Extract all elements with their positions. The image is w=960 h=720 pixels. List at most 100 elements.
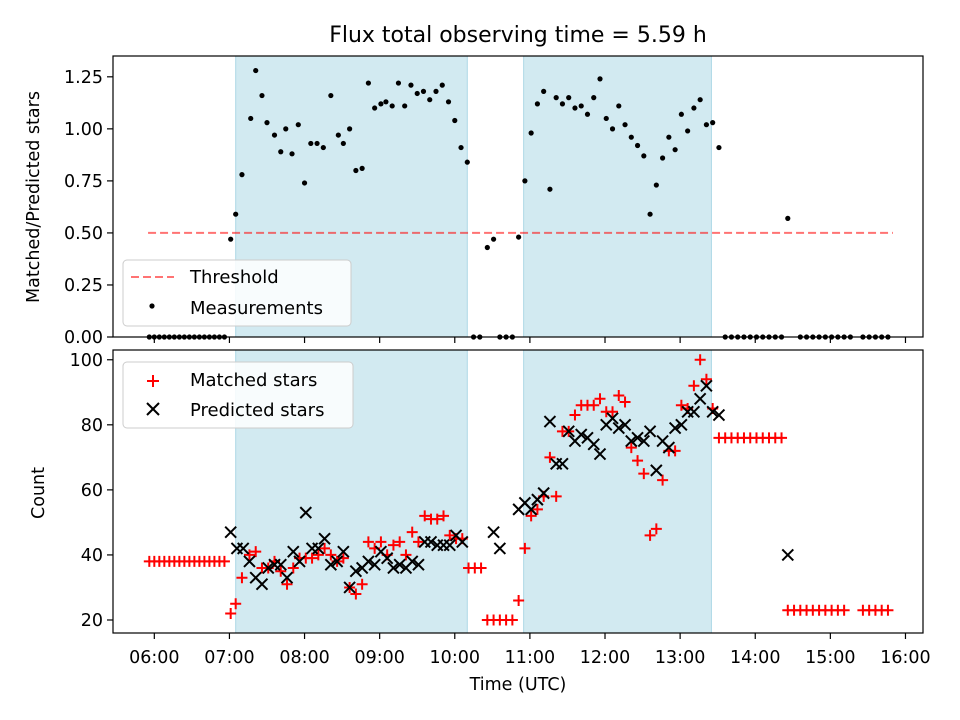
- measurement-point: [295, 122, 301, 128]
- measurement-point: [672, 147, 678, 153]
- matched-star-point: [644, 529, 656, 541]
- matched-star-point: [230, 598, 242, 610]
- predicted-star-point: [362, 555, 375, 568]
- y-tick-label: 20: [81, 611, 103, 631]
- predicted-star-point: [631, 431, 644, 445]
- matched-star-point: [325, 549, 337, 561]
- chart-title: Flux total observing time = 5.59 h: [329, 23, 707, 48]
- predicted-star-point: [274, 558, 287, 571]
- matched-star-point: [588, 399, 600, 411]
- predicted-star-point: [562, 425, 575, 438]
- y-tick-label: 1.00: [64, 120, 103, 140]
- measurement-point: [289, 151, 295, 157]
- y-tick-label: 1.25: [64, 68, 103, 88]
- predicted-star-point: [337, 545, 350, 558]
- matched-star-point: [319, 542, 331, 554]
- x-tick-label: 15:00: [805, 648, 855, 668]
- predicted-star-point: [487, 525, 500, 539]
- bottom-axes-frame: [112, 349, 924, 634]
- matched-star-point: [350, 588, 362, 600]
- matched-star-point: [225, 607, 237, 619]
- measurement-point: [697, 97, 703, 103]
- matched-star-point: [387, 539, 399, 551]
- matched-star-point: [882, 604, 894, 616]
- predicted-star-point: [781, 548, 794, 562]
- x-tick-label: 12:00: [580, 648, 630, 668]
- measurement-point: [314, 140, 320, 147]
- matched-star-point: [519, 542, 531, 554]
- measurement-point: [547, 186, 553, 192]
- matched-star-point: [412, 536, 424, 548]
- x-tick-label: 07:00: [204, 648, 254, 668]
- predicted-star-point: [424, 535, 438, 549]
- measurement-point: [622, 122, 628, 128]
- predicted-star-point: [380, 551, 394, 565]
- measurement-point: [659, 155, 666, 161]
- predicted-star-point: [299, 506, 313, 519]
- measurement-point: [703, 122, 710, 128]
- matched-star-point: [525, 510, 537, 522]
- predicted-star-point: [324, 558, 338, 571]
- measurement-point: [559, 101, 566, 107]
- matched-star-point: [625, 442, 637, 454]
- matched-star-point: [243, 549, 255, 561]
- measurement-point: [452, 117, 458, 124]
- predicted-star-point: [706, 405, 719, 419]
- y-tick-label: 80: [81, 416, 103, 436]
- measurement-point: [458, 144, 464, 151]
- predicted-star-point: [287, 545, 300, 558]
- matched-star-point: [406, 526, 418, 538]
- predicted-star-point: [393, 558, 406, 571]
- x-tick-label: 11:00: [505, 648, 555, 668]
- measurement-point: [340, 140, 346, 147]
- predicted-star-point: [524, 503, 538, 516]
- predicted-star-point: [606, 412, 619, 425]
- measurement-point: [372, 105, 378, 111]
- measurement-point: [439, 82, 445, 88]
- predicted-star-point: [262, 561, 275, 575]
- matched-star-point: [362, 536, 374, 548]
- matched-star-point: [419, 510, 431, 522]
- measurement-point: [239, 172, 245, 178]
- matched-star-point: [594, 393, 606, 405]
- matched-star-point: [431, 513, 443, 525]
- shaded-span: [523, 55, 712, 338]
- x-tick-label: 14:00: [730, 648, 780, 668]
- top-y-axis: 0.00 0.25 0.50 0.75 1.00 1.25: [64, 68, 113, 348]
- measurement-point: [335, 132, 341, 138]
- predicted-stars-series: [224, 379, 794, 594]
- bottom-y-axis: 20 40 60 80 100: [70, 351, 113, 631]
- predicted-star-point: [537, 486, 550, 500]
- measurement-point: [414, 90, 420, 97]
- matched-star-point: [236, 572, 248, 584]
- measurement-point: [259, 92, 265, 99]
- measurement-point: [433, 88, 439, 94]
- measurement-point: [278, 149, 284, 155]
- predicted-star-point: [700, 379, 713, 392]
- measurement-point: [710, 120, 716, 126]
- measurement-point: [653, 182, 659, 188]
- measurement-point: [308, 140, 314, 147]
- measurement-point: [591, 95, 597, 101]
- matched-star-point: [438, 510, 450, 522]
- x-tick-label: 10:00: [430, 648, 480, 668]
- shaded-span: [523, 349, 712, 634]
- top-x-tick-marks: [153, 337, 907, 343]
- matched-star-point: [312, 549, 324, 561]
- matched-star-point: [776, 432, 788, 444]
- x-tick-label: 08:00: [279, 648, 329, 668]
- matched-star-point: [650, 523, 662, 535]
- matched-star-point: [444, 529, 456, 541]
- matched-star-point: [632, 455, 644, 467]
- predicted-star-point: [243, 555, 256, 568]
- measurement-point: [716, 144, 722, 151]
- matched-star-point: [506, 614, 518, 626]
- predicted-star-point: [662, 441, 676, 454]
- predicted-star-point: [637, 434, 651, 448]
- matched-star-point: [394, 536, 406, 548]
- measurement-point: [378, 101, 384, 107]
- predicted-star-point: [406, 555, 419, 568]
- matched-star-point: [838, 604, 850, 616]
- x-tick-label: 16:00: [880, 648, 930, 668]
